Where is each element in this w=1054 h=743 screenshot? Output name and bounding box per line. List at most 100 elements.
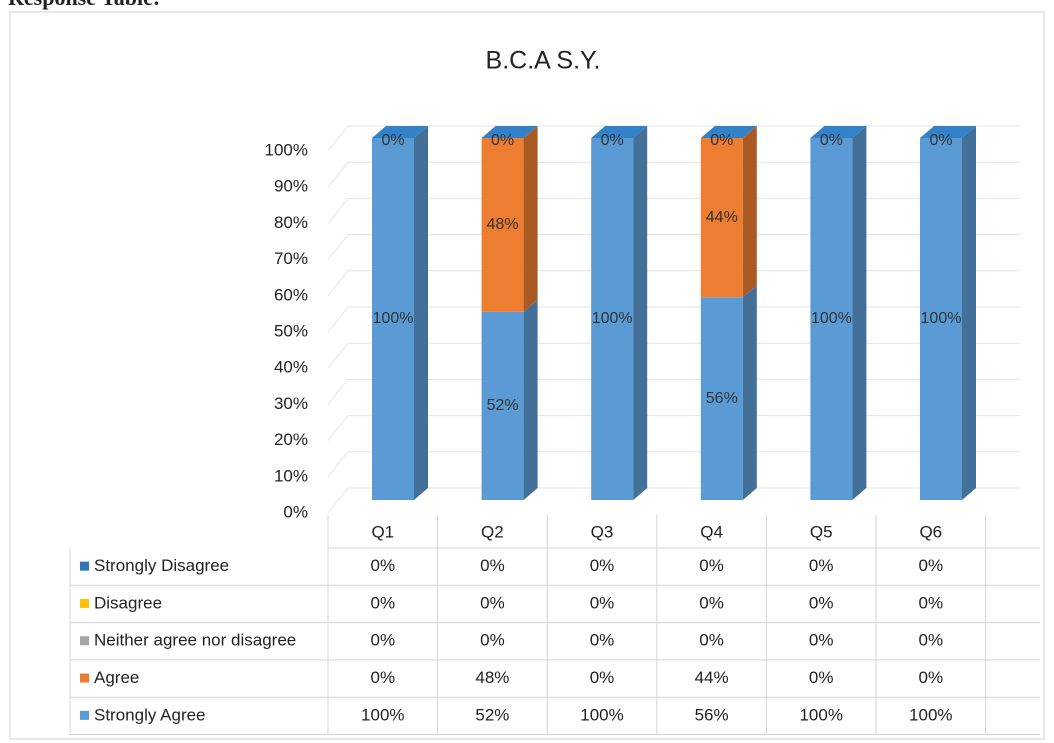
y-tick-label: 20%	[274, 430, 308, 449]
y-tick-label: 80%	[274, 213, 308, 232]
table-cell: 0%	[371, 556, 396, 575]
grid-line	[327, 487, 1020, 514]
y-tick-label: 30%	[274, 394, 308, 413]
data-label: 0%	[710, 132, 733, 149]
x-tick-label: Q4	[700, 522, 723, 541]
data-label: 100%	[592, 310, 633, 327]
x-tick-label: Q3	[591, 522, 614, 541]
bar-top	[810, 126, 867, 138]
y-tick-label: 90%	[274, 177, 308, 196]
table-cell: 0%	[699, 593, 724, 612]
y-tick-label: 40%	[274, 358, 308, 377]
grid-line	[327, 415, 1020, 441]
bar-top	[372, 126, 428, 138]
grid-line	[327, 342, 1020, 369]
grid-line	[327, 270, 1020, 297]
legend-key	[80, 636, 89, 646]
bar-top	[591, 126, 648, 138]
table-cell: 0%	[699, 631, 724, 650]
table-cell: 0%	[809, 556, 834, 575]
grid-line	[327, 234, 1020, 260]
table-cell: 0%	[809, 631, 834, 650]
grid-line	[327, 197, 1020, 224]
legend-label: Disagree	[94, 593, 162, 612]
table-cell: 100%	[580, 705, 623, 724]
bar-segment	[700, 297, 743, 500]
bar-side	[633, 126, 648, 500]
legend-label: Neither agree nor disagree	[94, 631, 296, 650]
data-label: 0%	[929, 132, 952, 149]
table-cell: 0%	[590, 668, 615, 687]
legend-key	[80, 561, 89, 571]
bar-segment	[481, 138, 524, 312]
data-label: 100%	[921, 310, 962, 327]
grid-line	[327, 125, 1020, 152]
bar-top	[481, 126, 538, 138]
bar-side	[962, 126, 976, 500]
table-cell: 0%	[809, 668, 834, 687]
table-cell: 0%	[919, 593, 944, 612]
legend-key	[80, 598, 89, 608]
bar-segment	[481, 311, 524, 500]
legend-label: Strongly Agree	[94, 705, 206, 724]
grid-line	[327, 161, 1020, 188]
legend-label: Agree	[94, 668, 139, 687]
heading: Response Table:	[8, 0, 160, 10]
bar-side	[523, 299, 538, 500]
x-tick-label: Q1	[371, 522, 394, 541]
table-cell: 100%	[909, 705, 952, 724]
chart-title: B.C.A S.Y.	[486, 47, 601, 75]
table-cell: 0%	[371, 631, 396, 650]
grid-line	[327, 306, 1020, 333]
bar-segment	[920, 138, 962, 500]
y-tick-label: 10%	[274, 466, 308, 485]
y-tick-label: 50%	[274, 321, 308, 340]
data-label: 100%	[373, 310, 414, 327]
x-tick-label: Q5	[810, 522, 833, 541]
y-tick-label: 70%	[274, 249, 308, 268]
table-cell: 0%	[919, 631, 944, 650]
grid-line	[327, 378, 1020, 405]
y-tick-label: 0%	[283, 502, 308, 521]
bar-side	[414, 126, 428, 500]
bar-side	[852, 126, 867, 500]
bar-top	[700, 126, 757, 138]
bar-segment	[810, 138, 853, 500]
data-label: 0%	[381, 132, 404, 149]
data-label: 52%	[487, 397, 519, 414]
bar-segment	[700, 138, 743, 298]
bar-segment	[591, 138, 634, 500]
grid-line	[327, 451, 1020, 478]
x-tick-label: Q6	[919, 522, 942, 541]
data-label: 56%	[706, 390, 738, 407]
table-cell: 0%	[480, 593, 505, 612]
y-tick-label: 100%	[265, 140, 308, 159]
table-cell: 0%	[699, 556, 724, 575]
data-label: 0%	[820, 132, 843, 149]
bar-top	[920, 126, 976, 138]
data-label: 0%	[601, 132, 624, 149]
table-cell: 0%	[590, 556, 615, 575]
table-cell: 0%	[480, 556, 505, 575]
table-cell: 48%	[475, 668, 509, 687]
data-label: 44%	[706, 209, 738, 226]
legend-key	[80, 673, 89, 683]
bar-segment	[372, 138, 414, 500]
table-cell: 0%	[480, 631, 505, 650]
table-cell: 52%	[475, 705, 509, 724]
table-cell: 0%	[590, 593, 615, 612]
table-cell: 0%	[371, 593, 396, 612]
table-cell: 100%	[361, 705, 404, 724]
bar-side	[742, 285, 757, 500]
legend-label: Strongly Disagree	[94, 556, 229, 575]
data-label: 0%	[491, 132, 514, 149]
data-label: 48%	[487, 216, 519, 233]
table-cell: 0%	[809, 593, 834, 612]
bar-side	[523, 126, 538, 312]
table-cell: 0%	[590, 631, 615, 650]
table-cell: 0%	[371, 668, 396, 687]
table-cell: 0%	[919, 556, 944, 575]
bar-side	[742, 126, 757, 298]
table-cell: 0%	[919, 668, 944, 687]
